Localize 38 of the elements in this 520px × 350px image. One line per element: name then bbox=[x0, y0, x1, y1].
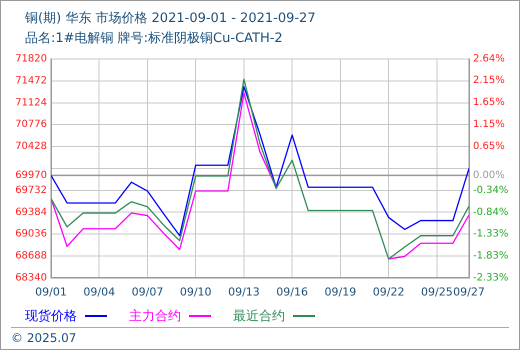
legend-label: 最近合约 bbox=[233, 308, 285, 325]
y2-tick-label: -0.34% bbox=[473, 184, 508, 196]
y2-tick-label: 2.64% bbox=[473, 54, 505, 65]
y-tick-label: 68340 bbox=[15, 272, 47, 284]
x-tick-label: 09/01 bbox=[35, 285, 67, 298]
y-tick-label: 71124 bbox=[15, 97, 47, 108]
y-tick-label: 69036 bbox=[15, 228, 47, 240]
x-tick-label: 09/07 bbox=[132, 285, 164, 298]
y-tick-label: 69732 bbox=[15, 184, 47, 196]
y-tick-label: 71820 bbox=[15, 54, 47, 65]
chart-subtitle: 品名:1#电解铜 牌号:标准阴极铜Cu-CATH-2 bbox=[25, 30, 284, 48]
y-tick-label: 69384 bbox=[15, 206, 47, 218]
y-tick-label: 69970 bbox=[15, 170, 47, 181]
x-tick-label: 09/04 bbox=[83, 285, 116, 298]
text: © 2025.07 bbox=[11, 331, 76, 345]
x-tick-label: 09/16 bbox=[276, 285, 308, 298]
y-tick-label: 68688 bbox=[15, 250, 47, 262]
x-tick-label: 09/10 bbox=[180, 285, 212, 298]
y2-tick-label: -1.83% bbox=[473, 250, 508, 262]
y-tick-label: 71472 bbox=[15, 75, 47, 86]
x-tick-label: 09/13 bbox=[228, 285, 260, 298]
y2-tick-label: 1.65% bbox=[473, 97, 505, 108]
legend-label: 主力合约 bbox=[129, 308, 181, 325]
x-tick-label: 09/25 bbox=[420, 285, 453, 298]
y2-tick-label: -2.33% bbox=[473, 272, 508, 284]
legend-label: 现货价格 bbox=[25, 308, 77, 325]
x-tick-label: 09/19 bbox=[324, 285, 356, 298]
y2-tick-label: 1.15% bbox=[473, 119, 505, 130]
x-tick-label: 09/27 bbox=[453, 285, 485, 298]
x-tick-label: 09/22 bbox=[372, 285, 404, 298]
y2-tick-label: 0.00% bbox=[473, 170, 505, 181]
y-tick-label: 70428 bbox=[15, 141, 47, 152]
y-tick-label: 70776 bbox=[15, 119, 47, 130]
y2-tick-label: 0.65% bbox=[473, 141, 505, 152]
chart-title: 铜(期) 华东 市场价格 2021-09-01 - 2021-09-27 bbox=[25, 10, 317, 28]
y2-tick-label: -0.84% bbox=[473, 206, 508, 218]
y2-tick-label: 2.15% bbox=[473, 75, 505, 86]
y2-tick-label: -1.33% bbox=[473, 228, 508, 240]
